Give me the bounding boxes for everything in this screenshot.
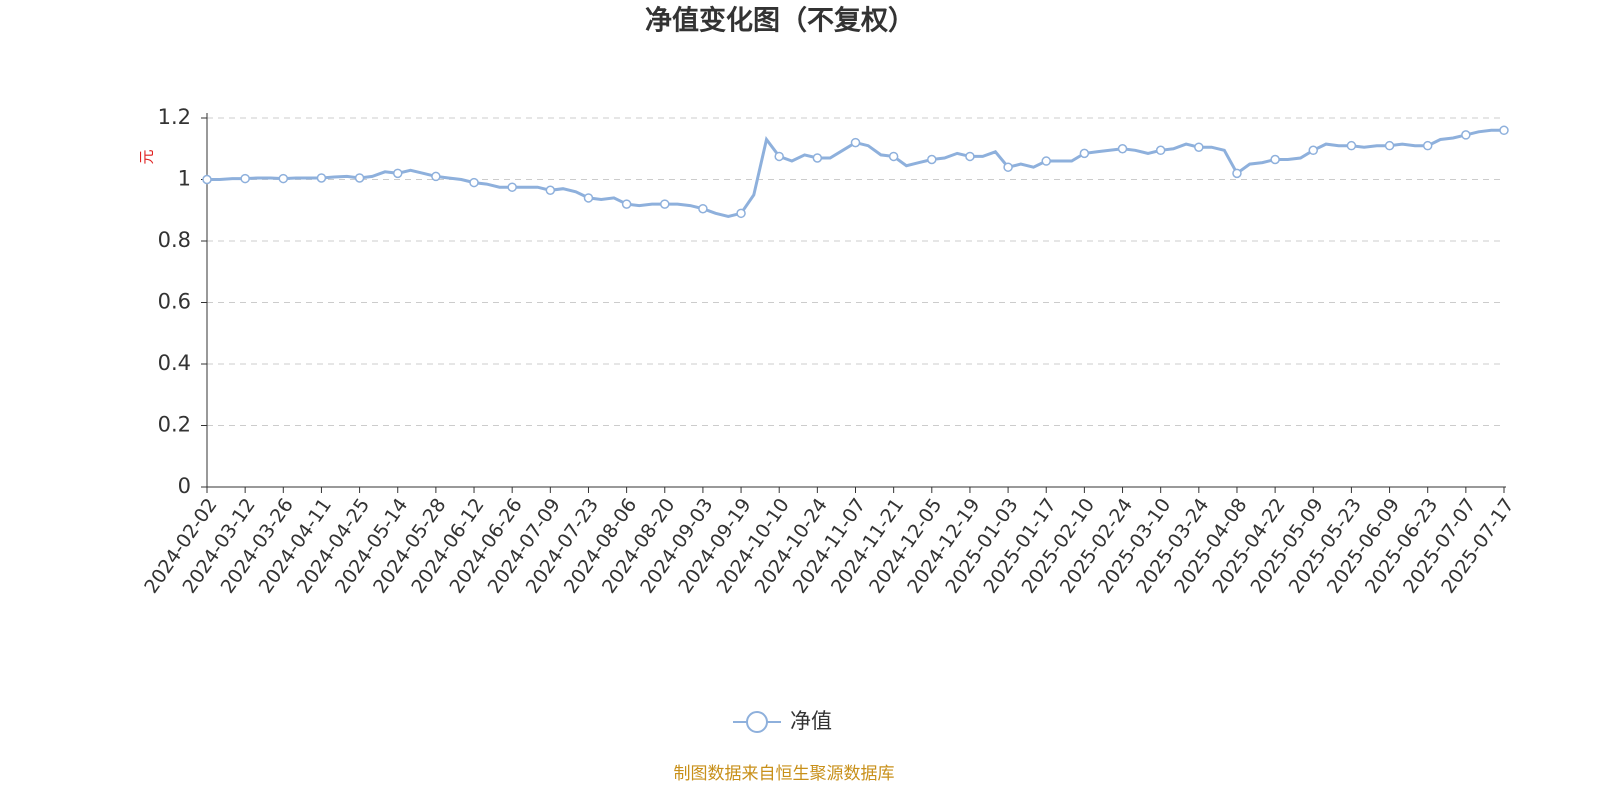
point bbox=[469, 177, 479, 188]
point bbox=[1422, 140, 1433, 151]
point bbox=[698, 203, 708, 214]
point bbox=[1308, 145, 1319, 156]
point bbox=[1003, 162, 1013, 172]
point bbox=[240, 173, 250, 184]
point bbox=[431, 171, 441, 182]
point bbox=[1270, 154, 1280, 165]
y-axis-label: 元 bbox=[138, 149, 156, 164]
point bbox=[202, 174, 212, 185]
point bbox=[927, 154, 937, 165]
chart-title: 净值变化图（不复权） bbox=[645, 5, 915, 37]
point bbox=[850, 137, 861, 148]
point bbox=[1041, 156, 1051, 166]
y-tick-label: 0.8 bbox=[158, 228, 191, 252]
legend-label: 净值 bbox=[790, 709, 832, 733]
point bbox=[1232, 168, 1242, 179]
y-tick-label: 1 bbox=[178, 167, 191, 191]
point bbox=[812, 153, 823, 163]
y-tick-label: 1.2 bbox=[158, 105, 191, 129]
point bbox=[1079, 148, 1090, 159]
point bbox=[774, 151, 784, 162]
point bbox=[507, 182, 517, 192]
point bbox=[1346, 140, 1357, 151]
y-tick-label: 0 bbox=[178, 474, 191, 498]
point bbox=[1499, 125, 1509, 136]
point bbox=[1384, 140, 1395, 151]
point bbox=[1461, 130, 1471, 140]
point bbox=[1194, 142, 1204, 152]
point bbox=[278, 173, 289, 184]
point bbox=[316, 173, 327, 183]
source-note: 制图数据来自恒生聚源数据库 bbox=[674, 764, 895, 784]
point bbox=[736, 208, 746, 219]
point bbox=[888, 151, 899, 162]
point bbox=[660, 199, 670, 209]
y-tick-label: 0.2 bbox=[158, 413, 191, 437]
point bbox=[354, 173, 365, 183]
point bbox=[1155, 145, 1166, 156]
legend-symbol bbox=[746, 711, 768, 733]
point bbox=[545, 185, 556, 196]
point bbox=[621, 199, 632, 209]
point bbox=[392, 168, 403, 179]
y-tick-label: 0.6 bbox=[158, 290, 191, 314]
point bbox=[1117, 144, 1128, 154]
point bbox=[583, 193, 594, 203]
point bbox=[965, 151, 975, 162]
y-tick-label: 0.4 bbox=[158, 351, 191, 375]
